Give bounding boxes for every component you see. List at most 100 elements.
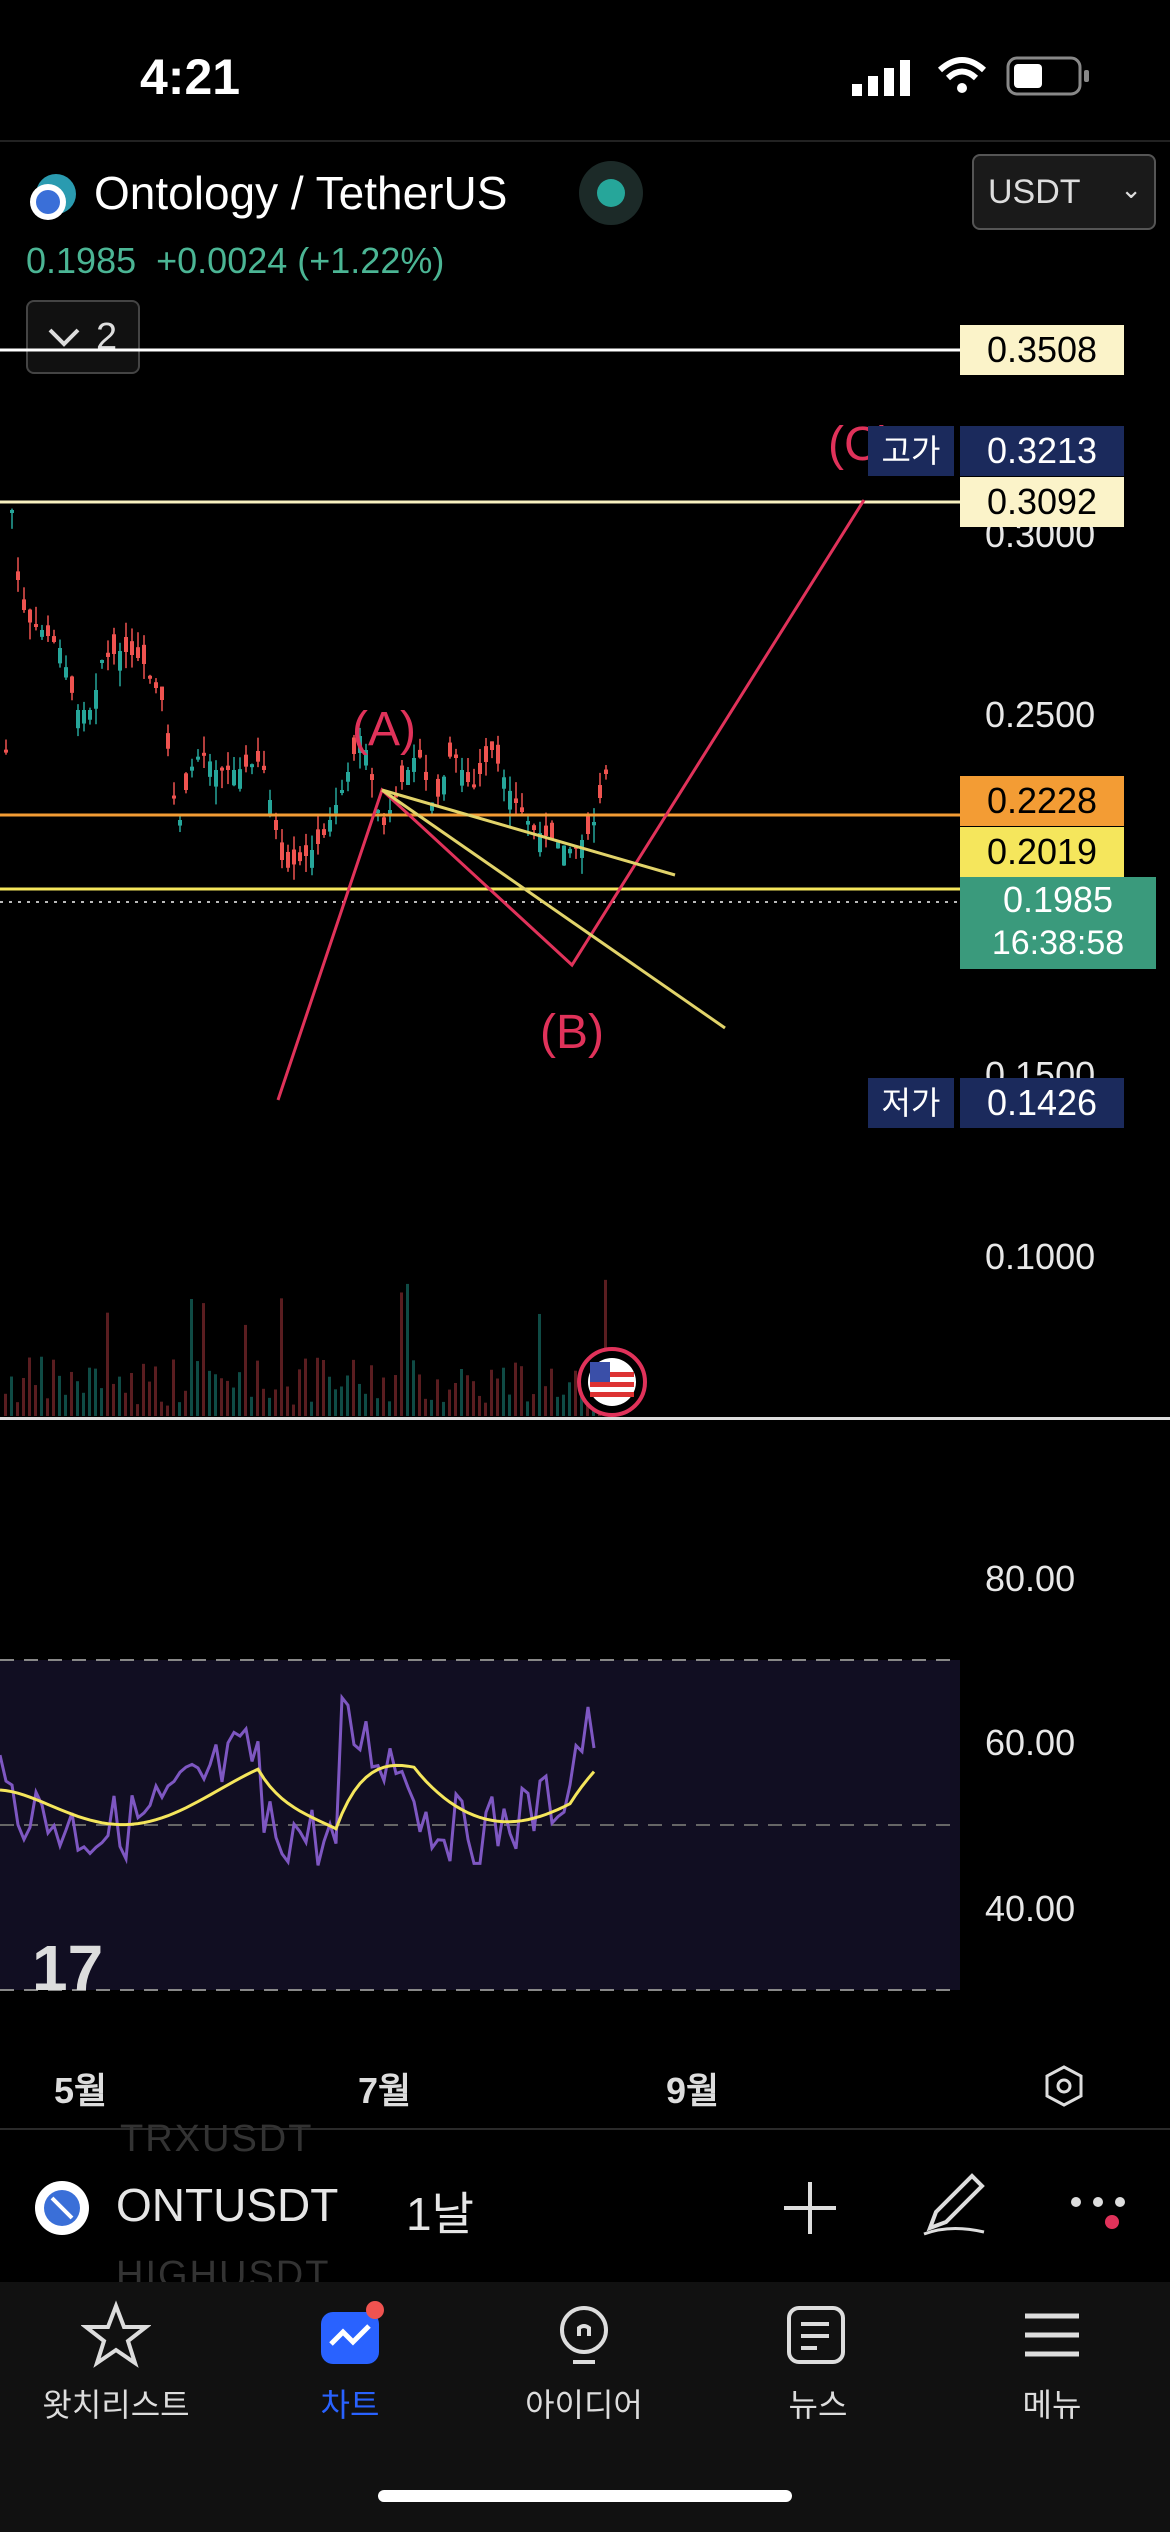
indicator-toggle[interactable]: 2 <box>26 300 140 374</box>
draw-pen-icon[interactable] <box>920 2168 990 2243</box>
volume-bar <box>148 1381 151 1416</box>
candle <box>412 758 416 772</box>
candle <box>340 790 344 793</box>
market-status-icon <box>578 160 644 231</box>
candle <box>172 795 176 799</box>
volume-bar <box>268 1397 271 1416</box>
tab-label: 차트 <box>320 2387 380 2423</box>
interval-select[interactable]: 1날 <box>406 2188 474 2240</box>
candle <box>256 750 260 762</box>
tab-ideas[interactable]: 아이디어 <box>484 2300 684 2426</box>
volume-bar <box>232 1387 235 1416</box>
volume-bar <box>496 1378 499 1416</box>
axis-label: 0.1000 <box>985 1236 1096 1277</box>
tab-label: 뉴스 <box>788 2387 848 2423</box>
candle <box>202 752 206 756</box>
candle <box>556 842 560 849</box>
volume-bar <box>466 1375 469 1416</box>
volume-bar <box>538 1313 541 1416</box>
volume-bar <box>394 1375 397 1416</box>
volume-bar <box>556 1396 559 1416</box>
volume-bar <box>352 1359 355 1416</box>
volume-bar <box>400 1292 403 1416</box>
candle-countdown: 16:38:58 <box>991 924 1125 962</box>
volume-bar <box>76 1381 79 1416</box>
candle <box>46 625 50 636</box>
wave-label-b: (B) <box>540 1006 604 1059</box>
battery-icon <box>1006 56 1090 101</box>
ticker-symbol[interactable]: ONTUSDT <box>116 2179 339 2231</box>
volume-bar <box>370 1365 373 1416</box>
last-price: 0.1985 <box>26 240 137 281</box>
candle <box>274 820 278 830</box>
volume-bar <box>94 1368 97 1416</box>
volume-bar <box>244 1324 247 1416</box>
candle <box>304 845 308 856</box>
signal-icon <box>852 60 914 101</box>
tab-menu[interactable]: 메뉴 <box>952 2300 1152 2426</box>
candle <box>508 790 512 810</box>
candle <box>52 636 56 642</box>
candle <box>382 817 386 825</box>
candle <box>40 630 44 637</box>
volume-bar <box>274 1389 277 1416</box>
price-change: +0.0024 (+1.22%) <box>156 240 445 281</box>
candle <box>238 769 242 789</box>
rsi-pane[interactable]: 17 <box>0 1420 1170 2060</box>
volume-bar <box>196 1361 199 1416</box>
volume-bar <box>262 1388 265 1416</box>
volume-bar <box>430 1399 433 1416</box>
pane-divider[interactable] <box>0 1417 1170 1420</box>
tab-watchlist[interactable]: 왓치리스트 <box>16 2300 216 2426</box>
volume-bar <box>256 1360 259 1416</box>
volume-bar <box>334 1389 337 1416</box>
candle <box>310 850 314 868</box>
candle <box>10 510 14 513</box>
us-flag-event-icon[interactable] <box>576 1346 648 1423</box>
volume-bar <box>532 1394 535 1416</box>
drawing-layer: (A) (B) (C) <box>0 348 960 1101</box>
candle <box>58 648 62 664</box>
candle <box>64 667 68 678</box>
candle <box>448 742 452 757</box>
volume-bar <box>40 1356 43 1416</box>
candle <box>430 802 434 811</box>
candle <box>244 754 248 767</box>
settings-hex-icon[interactable] <box>1042 2064 1086 2113</box>
candle <box>436 778 440 797</box>
volume-bar <box>340 1386 343 1416</box>
candle <box>358 736 362 753</box>
tab-chart[interactable]: 차트 <box>250 2300 450 2426</box>
candle <box>160 686 164 700</box>
candle <box>100 660 104 663</box>
chart-icon <box>321 2301 384 2364</box>
candle <box>394 794 398 798</box>
add-icon[interactable] <box>780 2178 840 2243</box>
volume-bar <box>220 1378 223 1416</box>
high-tag: 고가 <box>868 426 954 476</box>
volume-bar <box>214 1374 217 1416</box>
news-icon <box>787 2306 845 2364</box>
currency-select[interactable]: USDT ⌄ <box>972 154 1156 230</box>
volume-bar <box>22 1377 25 1416</box>
lightbulb-icon <box>560 2306 608 2364</box>
trendline-lower <box>381 788 726 1030</box>
volume-bar <box>406 1283 409 1416</box>
candle <box>520 807 524 812</box>
volume-bar <box>238 1372 241 1416</box>
volume-bar <box>484 1402 487 1416</box>
candle <box>208 761 212 777</box>
level-label-c: 0.3092 <box>960 477 1124 527</box>
volume-bar <box>550 1368 553 1416</box>
candle <box>424 771 428 780</box>
symbol-title[interactable]: Ontology / TetherUS <box>94 167 508 219</box>
volume-bar <box>526 1401 529 1416</box>
candle <box>28 609 32 623</box>
volume-bar <box>142 1363 145 1416</box>
candle <box>148 675 152 679</box>
tab-news[interactable]: 뉴스 <box>718 2300 918 2426</box>
volume-bar <box>292 1404 295 1416</box>
volume-bar <box>208 1370 211 1416</box>
more-icon[interactable] <box>1068 2190 1128 2235</box>
candle <box>88 710 92 720</box>
